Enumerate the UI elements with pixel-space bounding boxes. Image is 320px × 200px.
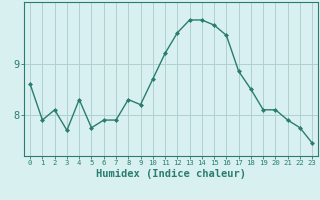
X-axis label: Humidex (Indice chaleur): Humidex (Indice chaleur): [96, 169, 246, 179]
